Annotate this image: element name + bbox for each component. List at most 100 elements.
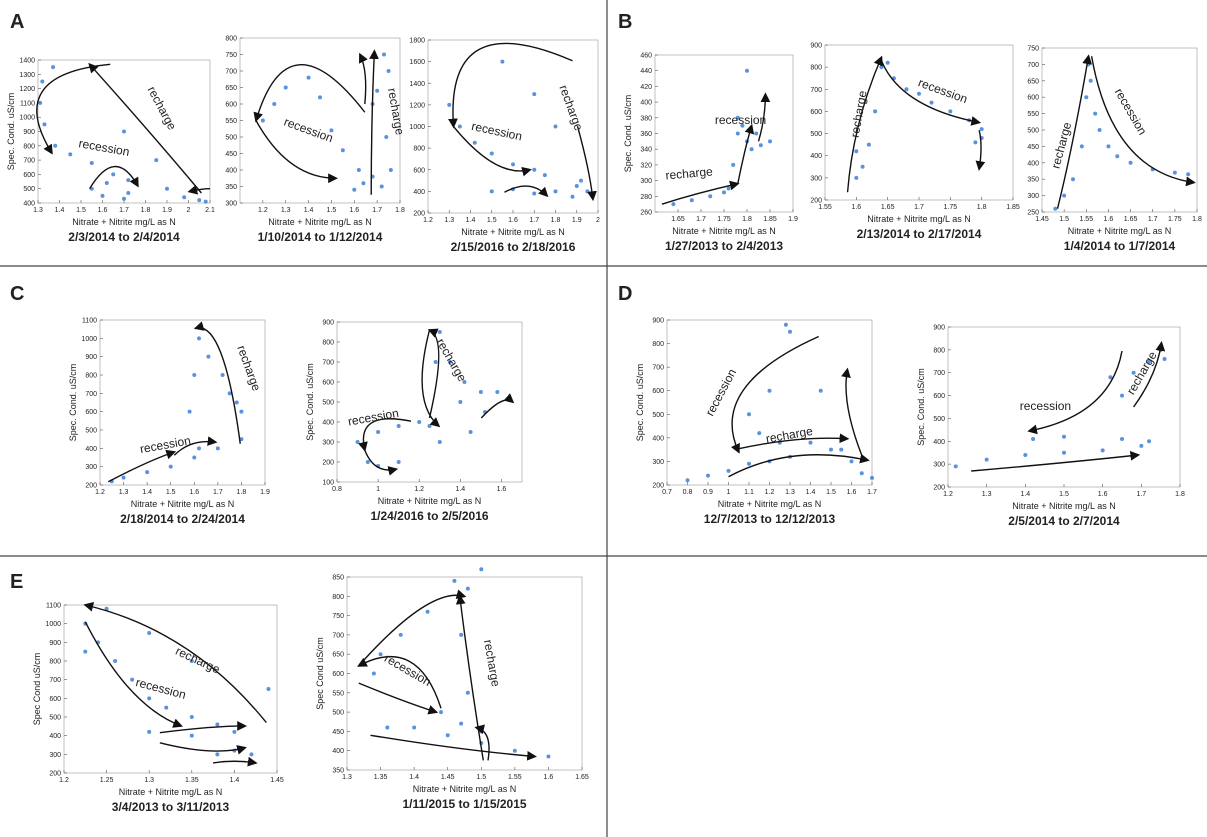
annotation: recharge xyxy=(385,87,407,136)
y-tick-label: 600 xyxy=(23,172,35,179)
data-point xyxy=(1088,78,1093,83)
x-tick-label: 1.8 xyxy=(1175,491,1185,498)
y-tick-label: 750 xyxy=(332,613,344,620)
y-tick-label: 800 xyxy=(49,659,61,666)
y-tick-label: 300 xyxy=(652,459,664,466)
y-tick-label: 500 xyxy=(225,135,237,142)
y-tick-label: 800 xyxy=(322,340,334,347)
x-axis-label: Nitrate + Nitrite mg/L as N xyxy=(1068,226,1171,236)
y-tick-label: 1100 xyxy=(46,603,61,610)
x-tick-label: 1.9 xyxy=(260,489,270,496)
y-tick-label: 700 xyxy=(322,360,334,367)
x-tick-label: 1.5 xyxy=(166,489,176,496)
y-tick-label: 600 xyxy=(225,102,237,109)
data-point xyxy=(51,65,56,70)
data-point xyxy=(731,162,736,167)
annotation: recharge xyxy=(173,644,222,677)
data-point xyxy=(1071,177,1075,182)
data-point xyxy=(234,400,239,405)
plot-frame xyxy=(63,604,278,774)
hysteresis-arrow xyxy=(255,120,338,184)
y-tick-label: 550 xyxy=(225,118,237,125)
data-point xyxy=(122,196,126,201)
y-tick-label: 260 xyxy=(640,210,652,217)
annotation: recession xyxy=(282,115,335,146)
x-axis-label: Nitrate + Nitrite mg/L as N xyxy=(1012,501,1115,511)
y-tick-label: 250 xyxy=(1027,210,1039,217)
y-tick-label: 600 xyxy=(413,167,425,174)
data-point xyxy=(542,173,547,178)
data-point xyxy=(189,659,194,663)
hysteresis-arrow xyxy=(359,52,368,105)
data-point xyxy=(433,360,438,364)
y-axis-label: Spec. Cond. uS/cm xyxy=(305,363,315,441)
y-tick-label: 700 xyxy=(85,391,97,398)
data-point xyxy=(40,79,45,84)
hysteresis-arrow xyxy=(88,62,202,194)
y-tick-label: 700 xyxy=(225,69,237,76)
data-point xyxy=(854,149,859,154)
x-tick-label: 1.75 xyxy=(717,216,731,223)
data-point xyxy=(396,424,401,428)
y-tick-label: 1800 xyxy=(409,38,425,45)
data-point xyxy=(355,440,360,444)
x-tick-label: 1.75 xyxy=(1168,216,1182,223)
annotation: recharge xyxy=(234,343,263,393)
hysteresis-arrow xyxy=(421,329,441,428)
data-point xyxy=(361,181,366,186)
data-point xyxy=(511,162,515,167)
x-tick-label: 1.65 xyxy=(1124,216,1138,223)
x-tick-label: 1.4 xyxy=(230,777,240,784)
data-point xyxy=(111,172,116,177)
x-tick-label: 1.3 xyxy=(444,217,454,224)
y-axis-label: Spec Cond uS/cm xyxy=(32,653,42,726)
data-point xyxy=(745,68,749,73)
chart-caption: 1/27/2013 to 2/4/2013 xyxy=(665,239,783,253)
x-tick-label: 1.8 xyxy=(977,204,987,211)
x-axis-label: Nitrate + Nitrite mg/L as N xyxy=(672,226,775,236)
y-tick-label: 750 xyxy=(1027,46,1039,53)
chart-caption: 1/4/2014 to 1/7/2014 xyxy=(1064,239,1176,253)
chart-caption: 1/11/2015 to 1/15/2015 xyxy=(402,797,526,811)
x-tick-label: 0.8 xyxy=(683,489,693,496)
data-point xyxy=(706,473,710,478)
x-tick-label: 1.4 xyxy=(304,207,314,214)
y-tick-label: 700 xyxy=(23,158,35,165)
chart-caption: 2/5/2014 to 2/7/2014 xyxy=(1008,514,1120,528)
y-tick-label: 300 xyxy=(640,178,652,185)
y-tick-label: 650 xyxy=(332,652,344,659)
x-tick-label: 1.5 xyxy=(76,207,86,214)
y-tick-label: 900 xyxy=(810,43,822,50)
data-point xyxy=(385,725,390,730)
hysteresis-arrow xyxy=(36,63,111,155)
y-tick-label: 340 xyxy=(640,147,652,154)
data-point xyxy=(382,52,386,57)
data-point xyxy=(340,148,345,153)
y-tick-label: 500 xyxy=(810,131,822,138)
x-tick-label: 2 xyxy=(187,207,191,214)
y-tick-label: 380 xyxy=(640,115,652,122)
plot-frame xyxy=(654,54,794,213)
data-point xyxy=(329,128,334,133)
hysteresis-arrow xyxy=(159,721,248,734)
y-tick-label: 400 xyxy=(652,435,664,442)
hysteresis-arrow xyxy=(427,328,440,419)
x-tick-label: 1.7 xyxy=(914,204,924,211)
data-point xyxy=(570,194,575,199)
data-point xyxy=(378,652,383,657)
hysteresis-arrow xyxy=(89,165,139,190)
x-tick-label: 1.55 xyxy=(1079,216,1093,223)
x-tick-label: 1.4 xyxy=(409,774,419,781)
data-point xyxy=(1031,437,1036,441)
x-tick-label: 1.5 xyxy=(826,489,836,496)
y-tick-label: 300 xyxy=(85,464,97,471)
y-tick-label: 600 xyxy=(933,393,945,400)
annotation: recession xyxy=(139,433,192,456)
data-point xyxy=(740,123,745,128)
data-point xyxy=(783,322,788,327)
x-tick-label: 1.25 xyxy=(100,777,114,784)
x-tick-label: 1.65 xyxy=(575,774,589,781)
hysteresis-arrow xyxy=(737,123,755,184)
plot-frame xyxy=(346,576,583,771)
data-point xyxy=(948,109,953,114)
